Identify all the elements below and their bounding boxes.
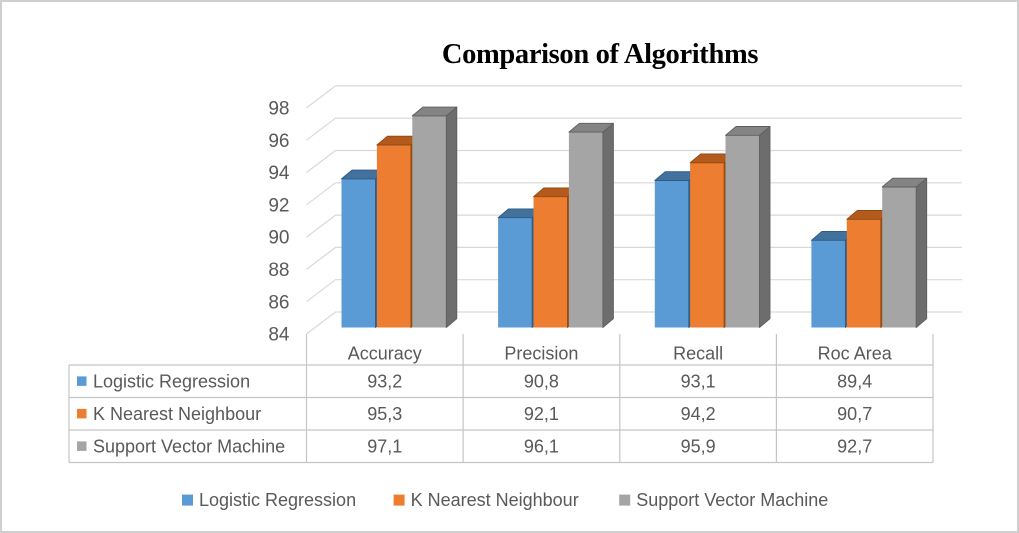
svg-text:Support Vector Machine: Support Vector Machine bbox=[93, 436, 285, 456]
svg-text:94,2: 94,2 bbox=[681, 404, 716, 424]
svg-text:K Nearest Neighbour: K Nearest Neighbour bbox=[93, 404, 261, 424]
svg-text:Roc Area: Roc Area bbox=[818, 344, 893, 364]
svg-text:93,1: 93,1 bbox=[681, 371, 716, 391]
svg-text:Precision: Precision bbox=[504, 344, 578, 364]
svg-text:96: 96 bbox=[268, 131, 289, 152]
svg-text:Recall: Recall bbox=[673, 344, 723, 364]
svg-text:Logistic Regression: Logistic Regression bbox=[199, 490, 356, 510]
svg-text:97,1: 97,1 bbox=[367, 436, 402, 456]
svg-text:90,8: 90,8 bbox=[524, 371, 559, 391]
svg-text:98: 98 bbox=[268, 99, 289, 120]
svg-text:92,7: 92,7 bbox=[837, 436, 872, 456]
svg-text:94: 94 bbox=[268, 163, 290, 184]
svg-text:Logistic Regression: Logistic Regression bbox=[93, 371, 250, 391]
svg-text:Support Vector Machine: Support Vector Machine bbox=[636, 490, 828, 510]
svg-text:84: 84 bbox=[268, 325, 290, 346]
svg-text:K Nearest Neighbour: K Nearest Neighbour bbox=[411, 490, 579, 510]
svg-text:93,2: 93,2 bbox=[367, 371, 402, 391]
svg-text:89,4: 89,4 bbox=[837, 371, 872, 391]
svg-text:90,7: 90,7 bbox=[837, 404, 872, 424]
svg-text:88: 88 bbox=[268, 260, 289, 281]
svg-text:96,1: 96,1 bbox=[524, 436, 559, 456]
svg-text:92: 92 bbox=[268, 195, 289, 216]
svg-text:95,3: 95,3 bbox=[367, 404, 402, 424]
svg-text:Accuracy: Accuracy bbox=[348, 344, 422, 364]
svg-text:95,9: 95,9 bbox=[681, 436, 716, 456]
svg-text:92,1: 92,1 bbox=[524, 404, 559, 424]
svg-text:86: 86 bbox=[268, 292, 289, 313]
svg-text:90: 90 bbox=[268, 228, 289, 249]
svg-text:Comparison of Algorithms: Comparison of Algorithms bbox=[442, 39, 758, 70]
